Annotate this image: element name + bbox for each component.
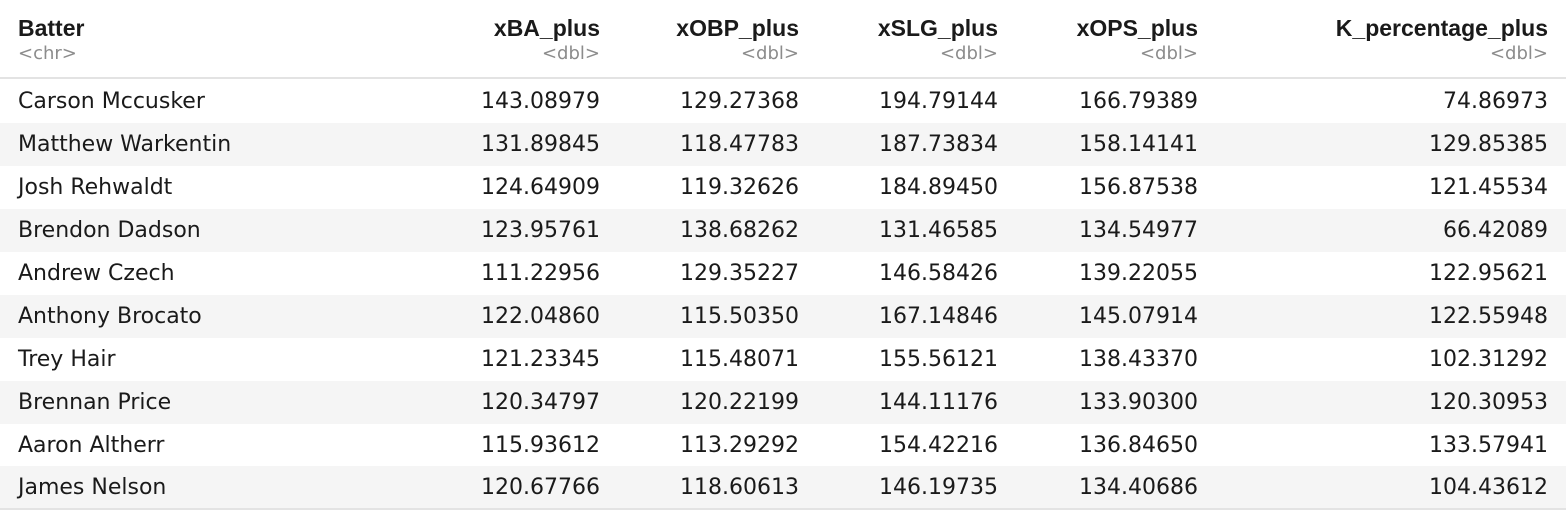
xba-plus-cell: 120.34797: [481, 390, 600, 415]
column-type: <dbl>: [1139, 43, 1198, 64]
batter-cell: Josh Rehwaldt: [18, 175, 173, 200]
xba-plus-cell: 123.95761: [481, 218, 600, 243]
xops-plus-cell: 145.07914: [1079, 304, 1198, 329]
xba-plus-cell: 115.93612: [481, 433, 600, 458]
column-header-k-percentage-plus[interactable]: K_percentage_plus <dbl>: [1336, 14, 1548, 66]
batter-cell: Brendon Dadson: [18, 218, 201, 243]
column-header-xops-plus[interactable]: xOPS_plus <dbl>: [1077, 14, 1198, 66]
k-percentage-plus-cell: 121.45534: [1429, 175, 1548, 200]
xobp-plus-cell: 120.22199: [680, 390, 799, 415]
k-percentage-plus-cell: 104.43612: [1429, 475, 1548, 500]
xops-plus-cell: 158.14141: [1079, 132, 1198, 157]
table-row: Brendon Dadson 123.95761 138.68262 131.4…: [0, 209, 1566, 252]
xba-plus-cell: 122.04860: [481, 304, 600, 329]
xops-plus-cell: 139.22055: [1079, 261, 1198, 286]
xops-plus-cell: 136.84650: [1079, 433, 1198, 458]
table-row: Carson Mccusker 143.08979 129.27368 194.…: [0, 80, 1566, 123]
table-row: James Nelson 120.67766 118.60613 146.197…: [0, 466, 1566, 509]
xobp-plus-cell: 115.48071: [680, 347, 799, 372]
xops-plus-cell: 156.87538: [1079, 175, 1198, 200]
column-type: <dbl>: [740, 43, 799, 64]
batter-cell: Andrew Czech: [18, 261, 175, 286]
xops-plus-cell: 133.90300: [1079, 390, 1198, 415]
xobp-plus-cell: 138.68262: [680, 218, 799, 243]
batter-cell: Matthew Warkentin: [18, 132, 232, 157]
batter-cell: Carson Mccusker: [18, 89, 205, 114]
batter-cell: James Nelson: [18, 475, 167, 500]
xobp-plus-cell: 118.47783: [680, 132, 799, 157]
table-row: Trey Hair 121.23345 115.48071 155.56121 …: [0, 338, 1566, 381]
xslg-plus-cell: 187.73834: [879, 132, 998, 157]
xslg-plus-cell: 144.11176: [879, 390, 998, 415]
k-percentage-plus-cell: 66.42089: [1443, 218, 1548, 243]
k-percentage-plus-cell: 122.95621: [1429, 261, 1548, 286]
xobp-plus-cell: 129.35227: [680, 261, 799, 286]
xslg-plus-cell: 155.56121: [879, 347, 998, 372]
column-header-batter[interactable]: Batter <chr>: [18, 14, 84, 66]
column-header-xobp-plus[interactable]: xOBP_plus <dbl>: [676, 14, 799, 66]
xslg-plus-cell: 146.58426: [879, 261, 998, 286]
xobp-plus-cell: 113.29292: [680, 433, 799, 458]
xops-plus-cell: 134.40686: [1079, 475, 1198, 500]
column-type: <dbl>: [939, 43, 998, 64]
xslg-plus-cell: 184.89450: [879, 175, 998, 200]
k-percentage-plus-cell: 122.55948: [1429, 304, 1548, 329]
xba-plus-cell: 120.67766: [481, 475, 600, 500]
xslg-plus-cell: 194.79144: [879, 89, 998, 114]
k-percentage-plus-cell: 133.57941: [1429, 433, 1548, 458]
xslg-plus-cell: 167.14846: [879, 304, 998, 329]
table-row: Josh Rehwaldt 124.64909 119.32626 184.89…: [0, 166, 1566, 209]
column-header-xslg-plus[interactable]: xSLG_plus <dbl>: [878, 14, 998, 66]
k-percentage-plus-cell: 74.86973: [1443, 89, 1548, 114]
table-row: Andrew Czech 111.22956 129.35227 146.584…: [0, 252, 1566, 295]
column-name: Batter: [18, 15, 85, 41]
batter-cell: Brennan Price: [18, 390, 172, 415]
k-percentage-plus-cell: 120.30953: [1429, 390, 1548, 415]
batter-cell: Aaron Altherr: [18, 433, 165, 458]
xobp-plus-cell: 115.50350: [680, 304, 799, 329]
xba-plus-cell: 131.89845: [481, 132, 600, 157]
xslg-plus-cell: 131.46585: [879, 218, 998, 243]
xops-plus-cell: 134.54977: [1079, 218, 1198, 243]
batter-cell: Trey Hair: [18, 347, 116, 372]
xslg-plus-cell: 146.19735: [879, 475, 998, 500]
column-type: <dbl>: [1489, 43, 1548, 64]
column-name: K_percentage_plus: [1335, 15, 1548, 41]
k-percentage-plus-cell: 129.85385: [1429, 132, 1548, 157]
batter-cell: Anthony Brocato: [18, 304, 202, 329]
xobp-plus-cell: 118.60613: [680, 475, 799, 500]
table-row: Matthew Warkentin 131.89845 118.47783 18…: [0, 123, 1566, 166]
xobp-plus-cell: 119.32626: [680, 175, 799, 200]
xslg-plus-cell: 154.42216: [879, 433, 998, 458]
table-bottom-divider: [0, 508, 1566, 510]
column-name: xBA_plus: [493, 15, 600, 41]
xobp-plus-cell: 129.27368: [680, 89, 799, 114]
xba-plus-cell: 121.23345: [481, 347, 600, 372]
table-row: Anthony Brocato 122.04860 115.50350 167.…: [0, 295, 1566, 338]
column-name: xOBP_plus: [676, 15, 799, 41]
column-type: <chr>: [18, 43, 77, 64]
column-name: xOPS_plus: [1076, 15, 1198, 41]
column-header-xba-plus[interactable]: xBA_plus <dbl>: [494, 14, 600, 66]
xops-plus-cell: 166.79389: [1079, 89, 1198, 114]
xops-plus-cell: 138.43370: [1079, 347, 1198, 372]
column-name: xSLG_plus: [877, 15, 998, 41]
table-header: Batter <chr> xBA_plus <dbl> xOBP_plus <d…: [0, 0, 1566, 79]
xba-plus-cell: 143.08979: [481, 89, 600, 114]
k-percentage-plus-cell: 102.31292: [1429, 347, 1548, 372]
xba-plus-cell: 124.64909: [481, 175, 600, 200]
column-type: <dbl>: [541, 43, 600, 64]
xba-plus-cell: 111.22956: [481, 261, 600, 286]
table-row: Brennan Price 120.34797 120.22199 144.11…: [0, 381, 1566, 424]
table-row: Aaron Altherr 115.93612 113.29292 154.42…: [0, 424, 1566, 467]
